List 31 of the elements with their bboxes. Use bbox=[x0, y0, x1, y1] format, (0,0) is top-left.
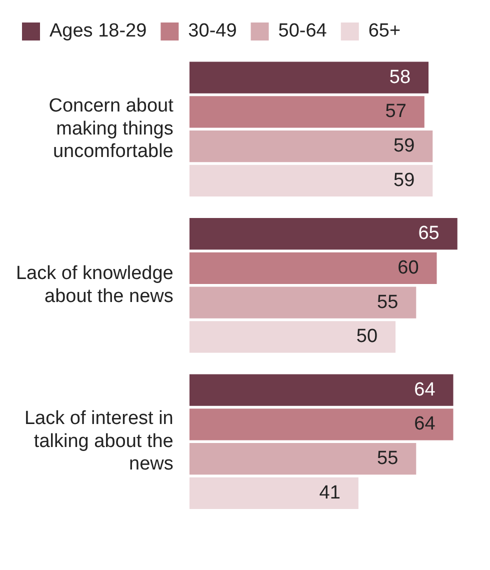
bar bbox=[189, 374, 454, 406]
y-tick-label: Lack of knowledge about the news bbox=[16, 263, 174, 308]
data-label: 64 bbox=[414, 379, 436, 400]
legend-label: Ages 18-29 bbox=[50, 20, 147, 42]
bar bbox=[189, 62, 429, 94]
data-label: 60 bbox=[398, 257, 419, 278]
legend-label: 50-64 bbox=[278, 20, 328, 42]
data-label: 64 bbox=[414, 414, 436, 435]
data-label: 58 bbox=[389, 66, 411, 88]
bar bbox=[189, 408, 454, 440]
legend-label: 30-49 bbox=[188, 20, 237, 42]
bar bbox=[189, 321, 396, 353]
bar bbox=[189, 96, 424, 128]
bar bbox=[189, 130, 433, 162]
data-label: 41 bbox=[319, 482, 340, 504]
bar bbox=[189, 443, 416, 475]
bar bbox=[189, 218, 458, 250]
data-label: 59 bbox=[394, 170, 415, 191]
y-tick-label: Concern about making things uncomfortable bbox=[48, 96, 174, 162]
data-label: 55 bbox=[377, 292, 398, 313]
data-label: 57 bbox=[385, 101, 406, 122]
data-label: 59 bbox=[394, 136, 415, 157]
data-label: 55 bbox=[377, 448, 398, 470]
bar bbox=[189, 164, 433, 197]
legend-label: 65+ bbox=[368, 20, 401, 42]
bar bbox=[189, 477, 358, 510]
data-label: 65 bbox=[418, 223, 440, 244]
bar bbox=[189, 286, 416, 318]
bar bbox=[189, 252, 437, 284]
data-label: 50 bbox=[356, 326, 378, 348]
y-tick-label: Lack of interest in talking about the news bbox=[24, 408, 174, 475]
